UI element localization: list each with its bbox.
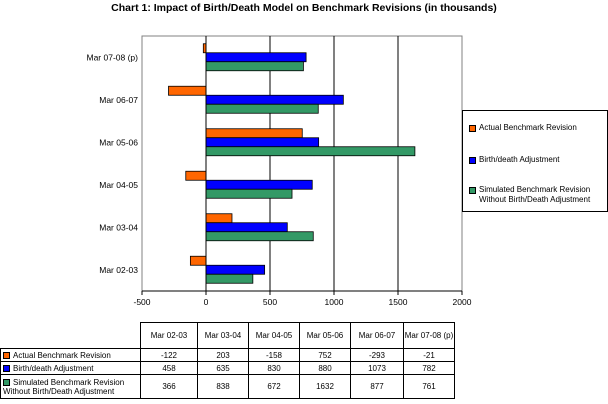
table-cell: 203 (197, 348, 249, 362)
chart-legend: Actual Benchmark Revision Birth/death Ad… (462, 110, 608, 212)
data-table: Mar 02-03 Mar 03-04 Mar 04-05 Mar 05-06 … (0, 322, 455, 399)
legend-item-actual: Actual Benchmark Revision (469, 123, 608, 133)
y-category-label: Mar 06-07 (99, 95, 138, 105)
bar (205, 61, 304, 72)
legend-label-simulated: Simulated Benchmark Revision Without Bir… (479, 185, 591, 204)
x-tick-label: 2000 (453, 297, 472, 307)
y-category-label: Mar 02-03 (99, 265, 138, 275)
bar (205, 222, 288, 233)
bar (168, 85, 207, 96)
table-cell: 830 (248, 361, 300, 375)
table-cell: 1073 (350, 361, 404, 375)
table-cell: 1632 (299, 374, 351, 399)
table-row: Simulated Benchmark Revision Without Bir… (0, 374, 455, 399)
table-cell: 752 (299, 348, 351, 362)
table-swatch-actual (3, 351, 10, 359)
bar (205, 179, 313, 190)
legend-label-birthdeath: Birth/death Adjustment (479, 155, 560, 164)
table-header-cell: Mar 04-05 (248, 322, 300, 349)
legend-swatch-birthdeath (469, 157, 476, 164)
x-tick-label: -500 (133, 297, 150, 307)
x-tick-label: 500 (263, 297, 277, 307)
table-cell: -122 (140, 348, 198, 362)
legend-label-actual: Actual Benchmark Revision (479, 123, 577, 132)
table-header-cell: Mar 05-06 (299, 322, 351, 349)
y-category-label: Mar 03-04 (99, 222, 138, 232)
table-header-cell: Mar 07-08 (p) (403, 322, 455, 349)
legend-item-birthdeath: Birth/death Adjustment (469, 155, 608, 165)
x-tick-label: 1500 (389, 297, 408, 307)
table-row-label: Actual Benchmark Revision (0, 348, 141, 362)
bar (205, 137, 320, 148)
legend-item-simulated: Simulated Benchmark Revision Without Bir… (469, 185, 608, 204)
table-header-row: Mar 02-03 Mar 03-04 Mar 04-05 Mar 05-06 … (1, 322, 455, 349)
table-row-label: Birth/death Adjustment (0, 361, 141, 375)
bar (205, 128, 303, 139)
table-cell: -293 (350, 348, 404, 362)
bar (205, 146, 416, 157)
table-header-cell: Mar 03-04 (197, 322, 249, 349)
y-category-label: Mar 05-06 (99, 137, 138, 147)
table-row-label-text: Birth/death Adjustment (13, 363, 94, 373)
bar (205, 264, 266, 275)
x-tick-label: 0 (204, 297, 209, 307)
bar (189, 255, 207, 266)
table-cell: 635 (197, 361, 249, 375)
plot-area (141, 35, 463, 292)
table-cell: 838 (197, 374, 249, 399)
bar (205, 213, 233, 224)
x-tick-label: 1000 (325, 297, 344, 307)
table-cell: 877 (350, 374, 404, 399)
table-row-label-text: Simulated Benchmark Revision Without Bir… (3, 377, 125, 396)
bar (205, 52, 307, 63)
table-cell: 782 (403, 361, 455, 375)
table-row-label-text: Actual Benchmark Revision (13, 350, 111, 360)
y-category-label: Mar 04-05 (99, 180, 138, 190)
table-cell: 672 (248, 374, 300, 399)
table-corner (1, 323, 141, 349)
bar (205, 94, 344, 105)
table-swatch-simulated (3, 378, 10, 386)
table-cell: -158 (248, 348, 300, 362)
bar (185, 170, 207, 181)
table-row: Birth/death Adjustment 458 635 830 880 1… (0, 361, 455, 375)
table-cell: 880 (299, 361, 351, 375)
bar (205, 231, 314, 242)
table-cell: 761 (403, 374, 455, 399)
table-cell: 458 (140, 361, 198, 375)
table-row-label: Simulated Benchmark Revision Without Bir… (0, 374, 141, 399)
legend-swatch-simulated (469, 187, 476, 194)
table-cell: 366 (140, 374, 198, 399)
bar (205, 273, 254, 284)
table-header-cell: Mar 02-03 (140, 322, 198, 349)
table-row: Actual Benchmark Revision -122 203 -158 … (0, 348, 455, 362)
table-cell: -21 (403, 348, 455, 362)
legend-swatch-actual (469, 125, 476, 132)
table-header-cell: Mar 06-07 (350, 322, 404, 349)
chart-title: Chart 1: Impact of Birth/Death Model on … (111, 2, 497, 14)
bar (205, 103, 319, 114)
y-category-label: Mar 07-08 (p) (87, 52, 139, 62)
bar (205, 188, 293, 199)
table-swatch-birthdeath (3, 364, 10, 372)
